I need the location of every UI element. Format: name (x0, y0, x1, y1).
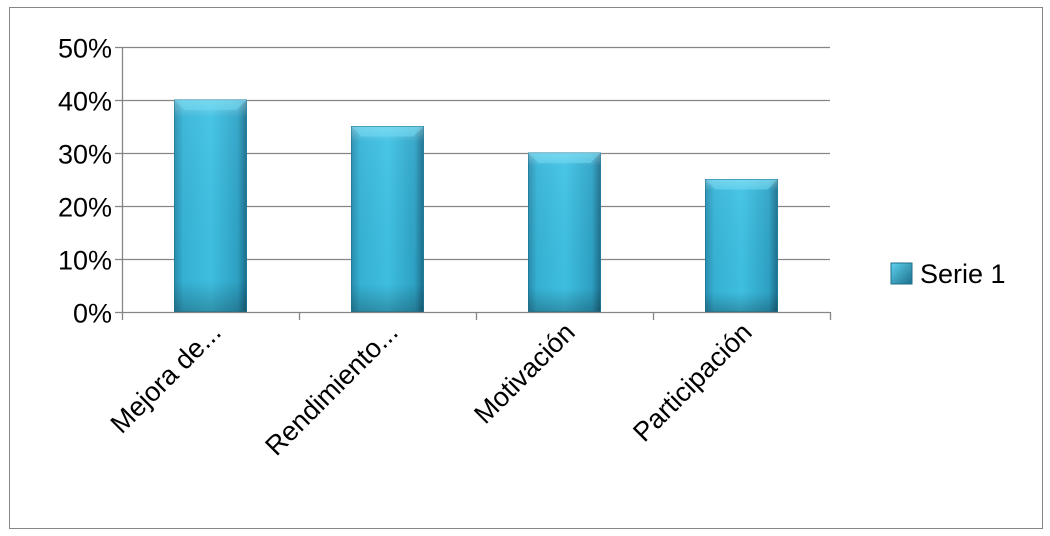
bar-shading-4 (705, 179, 778, 312)
legend-swatch (890, 262, 913, 285)
y-tick-label-3: 30% (58, 140, 112, 170)
legend: Serie 1 (890, 259, 1006, 289)
x-tick-label-2: Rendimiento... (259, 317, 403, 461)
bar-shading-1 (174, 100, 247, 312)
bar-shading-2 (351, 126, 424, 312)
axes (115, 46, 832, 320)
legend-label-serie-1: Serie 1 (920, 259, 1006, 289)
y-tick-label-5: 50% (58, 34, 112, 64)
y-tick-label-4: 40% (58, 87, 112, 117)
bar-bevel-2 (351, 126, 424, 137)
y-axis-tick-labels: 0% 10% 20% 30% 40% 50% (58, 34, 112, 329)
bar-bevel-4 (705, 179, 778, 190)
bar-shading-3 (528, 153, 601, 312)
x-tick-label-1: Mejora de... (105, 317, 227, 439)
x-tick-label-4: Participación (627, 317, 758, 448)
bar-3 (528, 152, 601, 313)
y-tick-label-2: 20% (58, 193, 112, 223)
bar-1 (174, 99, 247, 313)
x-tick-label-3: Motivación (468, 317, 580, 429)
bar-2 (351, 126, 424, 313)
y-tick-label-0: 0% (73, 299, 112, 329)
x-axis-tick-labels: Mejora de... Rendimiento... Motivación Part… (105, 317, 758, 461)
bar-bevel-3 (528, 153, 601, 163)
y-tick-label-1: 10% (58, 246, 112, 276)
bars (174, 99, 778, 313)
bar-bevel-1 (174, 100, 247, 110)
bar-4 (705, 179, 778, 313)
